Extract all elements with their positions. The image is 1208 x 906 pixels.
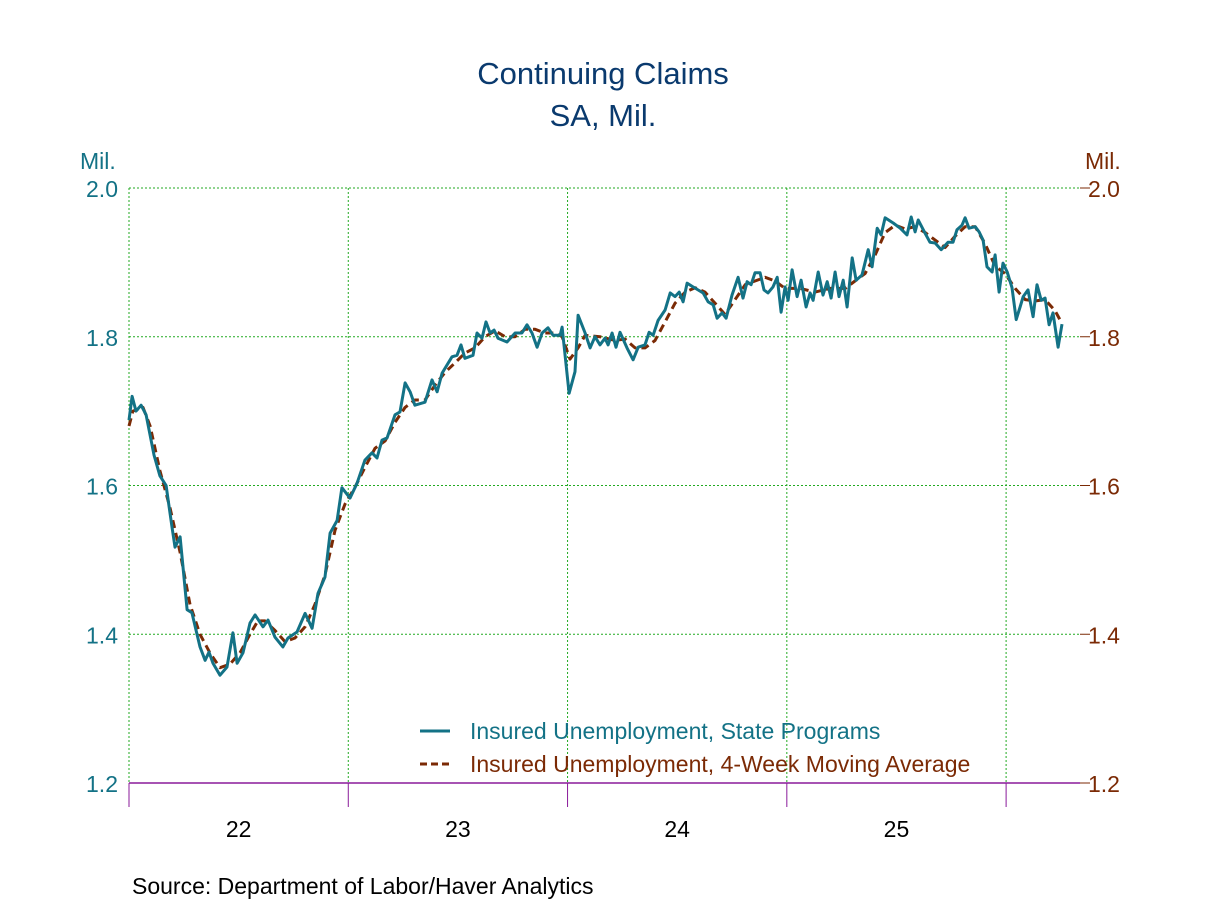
tick-labels: 1.2 1.2 1.4 1.4 1.6 1.6 1.8 1.8 2.0 2.0 22 23 24 25 (86, 176, 1120, 842)
left-axis-unit: Mil. (80, 148, 116, 174)
right-tick-label: 1.4 (1088, 622, 1120, 648)
x-tick-label: 25 (884, 816, 910, 842)
source-note: Source: Department of Labor/Haver Analyt… (132, 873, 594, 899)
x-tick-label: 24 (664, 816, 690, 842)
series-lines (127, 215, 1064, 677)
right-tick-label: 1.6 (1088, 474, 1120, 500)
chart-title: Continuing Claims (477, 56, 729, 91)
legend: Insured Unemployment, State Programs Ins… (420, 718, 970, 777)
series-line-4-week-moving-average (127, 223, 1064, 670)
right-tick-label: 1.2 (1088, 771, 1120, 797)
axes (128, 187, 1090, 807)
right-tick-label: 2.0 (1088, 176, 1120, 202)
left-tick-label: 1.4 (86, 622, 118, 648)
legend-label-ma: Insured Unemployment, 4-Week Moving Aver… (470, 751, 970, 777)
chart-subtitle: SA, Mil. (550, 98, 657, 133)
x-tick-label: 23 (445, 816, 471, 842)
right-tick-label: 1.8 (1088, 325, 1120, 351)
right-axis-unit: Mil. (1085, 148, 1121, 174)
left-tick-label: 1.2 (86, 771, 118, 797)
grid (128, 187, 1080, 783)
legend-label-state: Insured Unemployment, State Programs (470, 718, 880, 744)
left-tick-label: 2.0 (86, 176, 118, 202)
left-tick-label: 1.6 (86, 474, 118, 500)
left-tick-label: 1.8 (86, 325, 118, 351)
series-line-state-programs (127, 215, 1064, 677)
x-tick-label: 22 (226, 816, 252, 842)
